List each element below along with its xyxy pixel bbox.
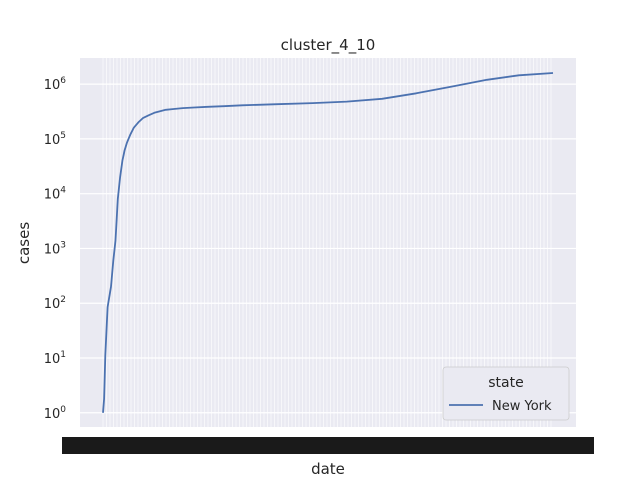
y-ticks: 100 101 102 103 104 105 106 — [44, 76, 67, 422]
y-tick-label: 102 — [44, 295, 66, 312]
y-tick-label: 101 — [44, 350, 66, 367]
grid — [80, 58, 576, 427]
y-tick-label: 103 — [44, 240, 66, 257]
legend-label-new-york: New York — [492, 399, 552, 414]
y-tick-label: 105 — [44, 131, 66, 148]
legend-box — [442, 366, 570, 421]
x-axis-label: date — [311, 460, 345, 478]
x-tick-labels-overlap — [62, 437, 594, 454]
legend: state New York — [442, 366, 570, 421]
series-line-new-york — [102, 72, 554, 413]
y-tick-label: 106 — [44, 76, 67, 93]
chart-title: cluster_4_10 — [281, 36, 376, 55]
y-tick-label: 104 — [44, 186, 67, 203]
y-axis-label: cases — [15, 222, 33, 264]
y-tick-label: 100 — [44, 405, 67, 422]
legend-title: state — [488, 375, 523, 391]
